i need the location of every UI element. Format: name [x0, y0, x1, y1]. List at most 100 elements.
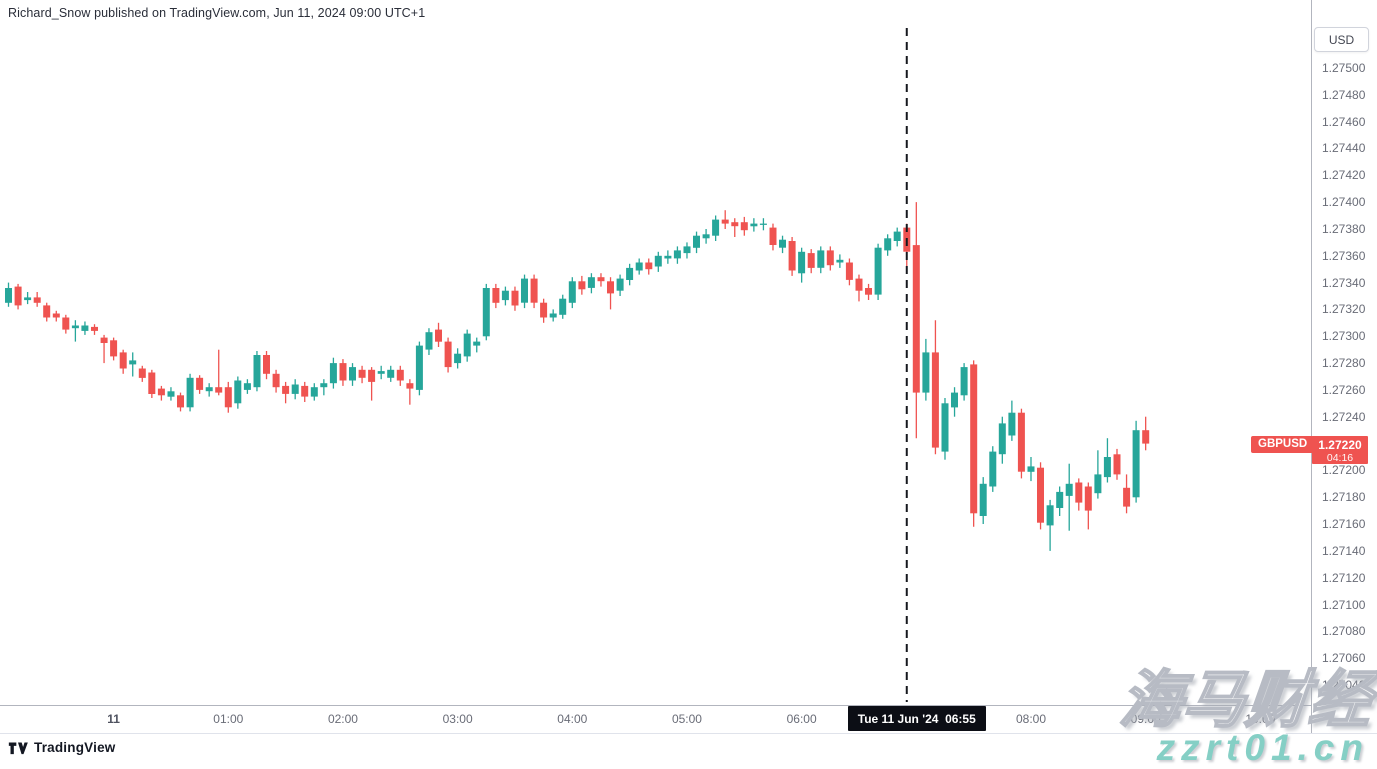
candle — [492, 288, 500, 303]
candle — [673, 250, 681, 259]
candle — [1065, 483, 1073, 496]
price-tick-label: 1.27400 — [1322, 195, 1366, 210]
last-price-label: 1.27220 04:16 — [1312, 435, 1368, 464]
candle — [473, 341, 481, 346]
time-axis-label: 09:00 — [1130, 712, 1161, 726]
time-axis-border — [0, 705, 1311, 706]
candle — [769, 227, 777, 245]
candle — [1132, 430, 1140, 498]
candle — [1046, 505, 1054, 526]
candle — [807, 253, 815, 268]
candle — [960, 367, 968, 396]
candle — [177, 395, 184, 408]
candle — [979, 483, 987, 516]
candle — [616, 278, 624, 291]
price-tick-label: 1.27160 — [1322, 517, 1366, 532]
time-axis-label: 04:00 — [557, 712, 588, 726]
candle — [922, 352, 930, 393]
candle — [712, 219, 720, 236]
candle — [530, 278, 538, 303]
time-axis[interactable]: 11 01:00 02:00 03:00 04:00 05:00 06:00 08:00 09:… — [0, 706, 1311, 733]
price-tick-label: 1.27500 — [1322, 61, 1366, 75]
candle — [1103, 457, 1111, 478]
candle — [559, 298, 567, 315]
attribution: Richard_Snow published on TradingView.co… — [8, 6, 426, 20]
price-tick-label: 1.27080 — [1322, 624, 1366, 639]
candle — [1075, 482, 1083, 503]
time-axis-label: 01:00 — [213, 712, 244, 726]
time-axis-label: 02:00 — [327, 712, 358, 726]
candle — [358, 369, 366, 378]
last-price-value: 1.27220 — [1318, 437, 1362, 452]
time-axis-label: 03:00 — [442, 712, 473, 726]
candle — [1123, 487, 1131, 507]
candle — [540, 302, 548, 318]
currency-toggle-button[interactable]: USD — [1314, 27, 1369, 52]
footer-divider — [0, 733, 1377, 734]
candle — [845, 262, 853, 280]
candle — [301, 385, 309, 397]
candle — [377, 371, 385, 374]
candle — [826, 250, 834, 266]
candle — [463, 333, 471, 357]
candle — [587, 277, 595, 288]
candle — [912, 245, 920, 393]
candle — [941, 403, 949, 452]
tradingview-logo[interactable] — [8, 739, 28, 756]
price-axis[interactable]: 1.27500 1.27480 1.27460 1.27440 1.27420 1.274… — [1312, 0, 1377, 705]
candle — [339, 363, 347, 381]
candle — [320, 383, 328, 388]
price-tick-label: 1.27300 — [1322, 329, 1366, 344]
candle — [110, 340, 118, 357]
price-tick-label: 1.27040 — [1322, 677, 1366, 692]
candle — [435, 329, 442, 342]
chart-canvas[interactable] — [0, 0, 1311, 705]
price-tick-label: 1.27200 — [1322, 463, 1366, 478]
price-tick-label: 1.27120 — [1322, 570, 1366, 585]
candle — [759, 223, 767, 225]
brand-name[interactable]: TradingView — [34, 740, 116, 755]
candle — [998, 423, 1006, 455]
candle — [148, 372, 156, 394]
candle — [1094, 474, 1102, 494]
bar-countdown: 04:16 — [1326, 451, 1354, 464]
candle — [1037, 467, 1044, 523]
candle — [865, 288, 872, 295]
candle — [454, 353, 462, 364]
candle — [521, 278, 528, 303]
price-tick-label: 1.27440 — [1322, 141, 1366, 156]
time-axis-label: 10:00 — [1245, 712, 1276, 726]
candle — [243, 383, 251, 390]
candle — [989, 451, 997, 487]
time-axis-label: 05:00 — [671, 712, 702, 726]
candle — [263, 355, 270, 374]
candle — [1017, 412, 1025, 472]
candle — [893, 231, 901, 241]
candle — [645, 262, 653, 270]
candle — [740, 222, 748, 231]
candle — [81, 325, 89, 331]
candle — [196, 377, 204, 390]
candle — [396, 369, 404, 381]
time-axis-label: 06:00 — [786, 712, 817, 726]
candle — [635, 262, 643, 271]
candle — [884, 238, 892, 251]
price-tick-label: 1.27460 — [1322, 114, 1366, 129]
price-axis-border — [1311, 0, 1312, 733]
price-tick-label: 1.27380 — [1322, 221, 1366, 236]
price-tick-label: 1.27280 — [1322, 356, 1366, 371]
candle — [5, 288, 12, 303]
candle — [425, 332, 433, 350]
candle — [578, 281, 586, 290]
candle — [62, 317, 70, 330]
candle — [1056, 491, 1064, 508]
candle — [482, 288, 490, 337]
candle — [1142, 430, 1150, 444]
candle — [951, 392, 958, 408]
candle — [329, 363, 337, 384]
candle — [368, 369, 376, 382]
candle — [224, 387, 232, 408]
candle — [43, 305, 51, 318]
candle — [71, 325, 79, 329]
candle — [444, 341, 452, 368]
